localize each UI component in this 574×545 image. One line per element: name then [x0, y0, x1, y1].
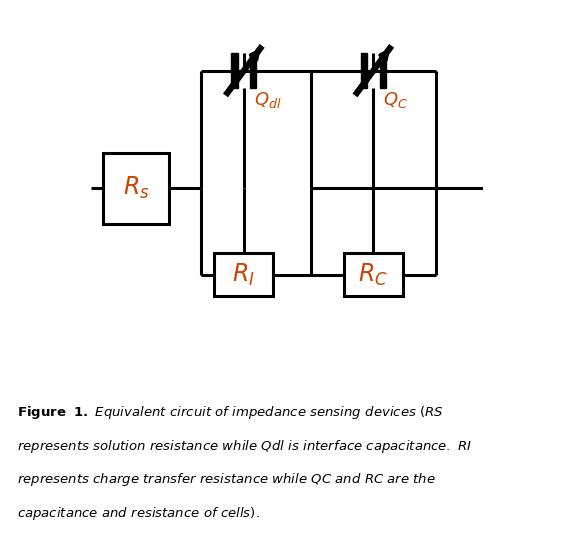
- Polygon shape: [379, 53, 386, 88]
- Text: $R_s$: $R_s$: [123, 175, 149, 202]
- Bar: [344, 253, 403, 296]
- Bar: [215, 253, 273, 296]
- Text: $R_C$: $R_C$: [358, 262, 388, 288]
- Text: $\bf{Figure\ \ 1.}$$\ $$\it{Equivalent\ circuit\ of\ impedance\ sensing\ devices: $\bf{Figure\ \ 1.}$$\ $$\it{Equivalent\ …: [17, 404, 444, 421]
- Text: $Q_{dl}$: $Q_{dl}$: [254, 90, 281, 110]
- Text: $\it{capacitance\ and\ resistance\ of\ cells).}$: $\it{capacitance\ and\ resistance\ of\ c…: [17, 505, 260, 522]
- Bar: [103, 153, 169, 223]
- Polygon shape: [250, 53, 257, 88]
- Text: $\it{represents\ solution\ resistance\ while\ Qdl\ is\ interface\ capacitance.\ : $\it{represents\ solution\ resistance\ w…: [17, 438, 472, 455]
- Text: $Q_C$: $Q_C$: [383, 90, 408, 110]
- Polygon shape: [231, 53, 238, 88]
- Text: $\it{represents\ charge\ transfer\ resistance\ while\ QC\ and\ RC\ are\ the}$: $\it{represents\ charge\ transfer\ resis…: [17, 471, 436, 488]
- Polygon shape: [361, 53, 367, 88]
- Text: $R_I$: $R_I$: [232, 262, 255, 288]
